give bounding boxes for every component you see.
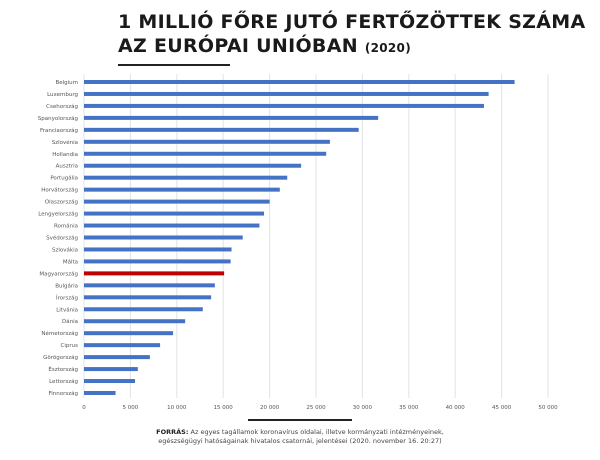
- x-tick-label: 20 000: [260, 405, 280, 411]
- bar-csehország: [84, 103, 484, 108]
- bar-portugália: [84, 175, 288, 180]
- y-category-label: Hollandia: [52, 152, 78, 158]
- bar-németország: [84, 331, 174, 336]
- source-note: FORRÁS: Az egyes tagállamok koronavírus …: [0, 428, 600, 446]
- y-category-label: Belgium: [55, 80, 78, 86]
- y-category-label: Lengyelország: [38, 211, 78, 218]
- y-category-label: Franciaország: [40, 127, 78, 134]
- y-category-label: Ciprus: [61, 343, 79, 349]
- y-category-label: Lettország: [49, 378, 78, 385]
- title-underline: [118, 64, 230, 66]
- y-category-label: Litvánia: [56, 306, 78, 313]
- x-tick-label: 30 000: [353, 405, 373, 411]
- y-category-label: Spanyolország: [38, 115, 78, 122]
- x-tick-label: 10 000: [167, 405, 187, 411]
- y-category-label: Málta: [63, 258, 78, 265]
- chart-title: 1 MILLIÓ FŐRE JUTÓ FERTŐZÖTTEK SZÁMA AZ …: [118, 10, 585, 60]
- y-category-label: Szlovénia: [52, 139, 78, 146]
- bar-magyarország: [84, 271, 225, 276]
- bar-svédország: [84, 235, 243, 240]
- y-category-label: Portugália: [50, 175, 78, 182]
- bar-észtország: [84, 367, 138, 372]
- source-divider: [248, 419, 352, 421]
- y-category-label: Dánia: [62, 318, 78, 325]
- y-category-label: Svédország: [46, 235, 78, 242]
- y-category-label: Észtország: [48, 365, 78, 373]
- x-tick-label: 5 000: [123, 405, 139, 411]
- y-category-label: Csehország: [46, 103, 78, 110]
- x-tick-label: 50 000: [538, 405, 558, 411]
- bar-ausztria: [84, 163, 302, 168]
- bar-dánia: [84, 319, 186, 324]
- y-category-label: Írország: [56, 294, 78, 301]
- x-tick-label: 15 000: [214, 405, 234, 411]
- y-category-label: Magyarország: [39, 270, 78, 277]
- bar-görögország: [84, 355, 150, 360]
- bar-bulgária: [84, 283, 215, 288]
- bar-hollandia: [84, 151, 327, 156]
- source-line-1: Az egyes tagállamok koronavírus oldalai,…: [190, 428, 444, 436]
- bar-szlovénia: [84, 139, 330, 144]
- x-tick-label: 45 000: [492, 405, 512, 411]
- bar-spanyolország: [84, 115, 379, 120]
- y-category-label: Románia: [54, 223, 78, 230]
- x-tick-label: 25 000: [306, 405, 326, 411]
- source-label: FORRÁS:: [156, 428, 189, 436]
- bar-horvátország: [84, 187, 280, 192]
- y-category-label: Ausztria: [56, 164, 78, 170]
- y-category-label: Luxemburg: [47, 92, 78, 98]
- x-tick-label: 35 000: [399, 405, 419, 411]
- bar-litvánia: [84, 307, 203, 312]
- bar-ciprus: [84, 343, 161, 348]
- bar-belgium: [84, 80, 515, 84]
- title-year: (2020): [364, 41, 411, 55]
- y-category-label: Szlovákia: [52, 246, 78, 253]
- y-category-label: Finnország: [48, 390, 78, 397]
- x-tick-label: 0: [82, 405, 86, 411]
- bar-szlovákia: [84, 247, 232, 252]
- bar-chart: 0 5 000 10 000 15 000 20 000 25 000 30 000 35 0…: [38, 74, 558, 411]
- source-line-2: egészségügyi hatóságainak hivatalos csat…: [158, 437, 442, 445]
- y-category-label: Horvátország: [41, 187, 78, 194]
- bar-lengyelország: [84, 211, 265, 216]
- y-category-label: Németország: [41, 330, 78, 337]
- title-line-2: AZ EURÓPAI UNIÓBAN: [118, 35, 358, 57]
- x-tick-label: 40 000: [446, 405, 466, 411]
- y-category-label: Görögország: [43, 354, 78, 361]
- bar-franciaország: [84, 127, 359, 132]
- bar-románia: [84, 223, 260, 228]
- bar-málta: [84, 259, 231, 264]
- bar-írország: [84, 295, 212, 300]
- title-line-1: 1 MILLIÓ FŐRE JUTÓ FERTŐZÖTTEK SZÁMA: [118, 11, 586, 33]
- bar-finnország: [84, 391, 116, 395]
- bar-luxemburg: [84, 91, 489, 96]
- y-category-label: Olaszország: [45, 199, 78, 206]
- bar-olaszország: [84, 199, 270, 204]
- y-category-label: Bulgária: [55, 282, 78, 289]
- bar-lettország: [84, 379, 136, 384]
